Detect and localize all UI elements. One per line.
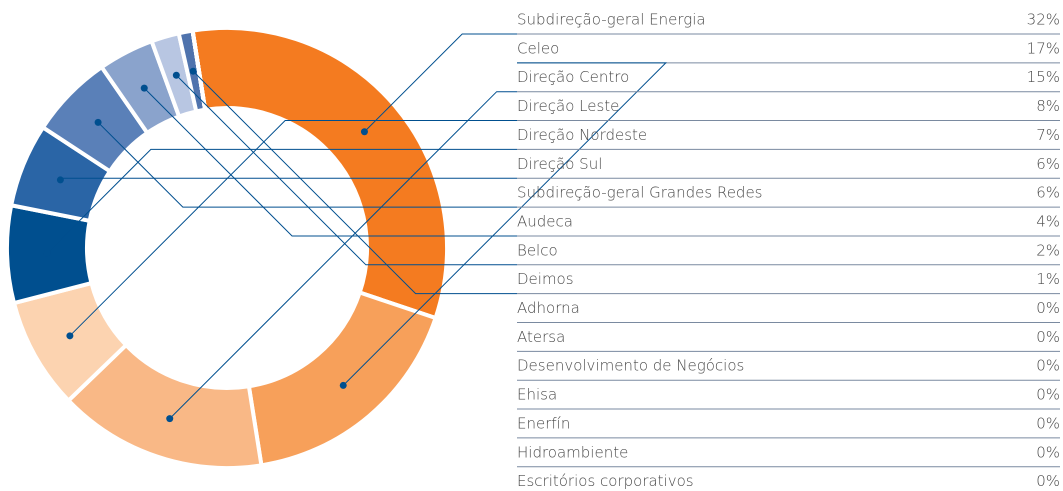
value-label: 7% <box>1036 126 1060 144</box>
value-label: 6% <box>1036 155 1060 173</box>
legend-label: Belco <box>517 241 558 259</box>
leader-dot <box>43 249 51 257</box>
leader-dot <box>172 71 180 79</box>
legend-label: Celeo <box>517 39 559 57</box>
leader-line <box>60 177 517 181</box>
value-label: 0% <box>1036 299 1060 317</box>
legend-label: Atersa <box>517 328 565 346</box>
legend-label: Direção Sul <box>517 155 602 173</box>
leader-dot <box>56 176 64 184</box>
legend-label: Desenvolvimento de Negócios <box>517 357 744 375</box>
value-label: 15% <box>1027 68 1060 86</box>
value-label: 2% <box>1036 241 1060 259</box>
donut-slice <box>190 26 449 321</box>
value-label: 8% <box>1036 97 1060 115</box>
value-label: 0% <box>1036 328 1060 346</box>
leader-dot <box>360 128 368 136</box>
value-label: 0% <box>1036 414 1060 432</box>
value-label: 4% <box>1036 212 1060 230</box>
legend-label: Deimos <box>517 270 574 288</box>
value-label: 6% <box>1036 184 1060 202</box>
legend-label: Direção Centro <box>517 68 629 86</box>
leader-line <box>143 87 517 237</box>
leader-dot <box>94 118 102 126</box>
value-label: 0% <box>1036 472 1060 490</box>
legend-label: Adhorna <box>517 299 580 317</box>
value-label: 32% <box>1027 11 1060 29</box>
leader-line <box>97 122 517 208</box>
legend-label: Escritórios corporativos <box>517 472 694 490</box>
leader-dot <box>339 381 347 389</box>
leader-dot <box>140 84 148 92</box>
value-label: 1% <box>1036 270 1060 288</box>
leader-line <box>175 74 517 266</box>
leader-line <box>192 70 517 295</box>
legend-label: Subdireção-geral Grandes Redes <box>517 184 763 202</box>
legend-label: Enerfín <box>517 414 570 432</box>
legend-label: Audeca <box>517 212 573 230</box>
legend-label: Ehisa <box>517 386 557 404</box>
value-label: 0% <box>1036 357 1060 375</box>
leader-dot <box>189 67 197 75</box>
leader-line <box>342 62 668 386</box>
value-label: 17% <box>1027 39 1060 57</box>
leader-line <box>169 91 517 420</box>
legend-label: Hidroambiente <box>517 443 628 461</box>
legend-label: Direção Nordeste <box>517 126 647 144</box>
value-label: 0% <box>1036 386 1060 404</box>
leader-line <box>69 120 517 337</box>
leader-line <box>364 33 517 133</box>
legend-label: Subdireção-geral Energia <box>517 11 706 29</box>
legend-label: Direção Leste <box>517 97 619 115</box>
leader-dot <box>166 415 174 423</box>
leader-line <box>46 148 517 254</box>
leader-dot <box>66 332 74 340</box>
donut-slice <box>246 290 439 468</box>
value-label: 0% <box>1036 443 1060 461</box>
